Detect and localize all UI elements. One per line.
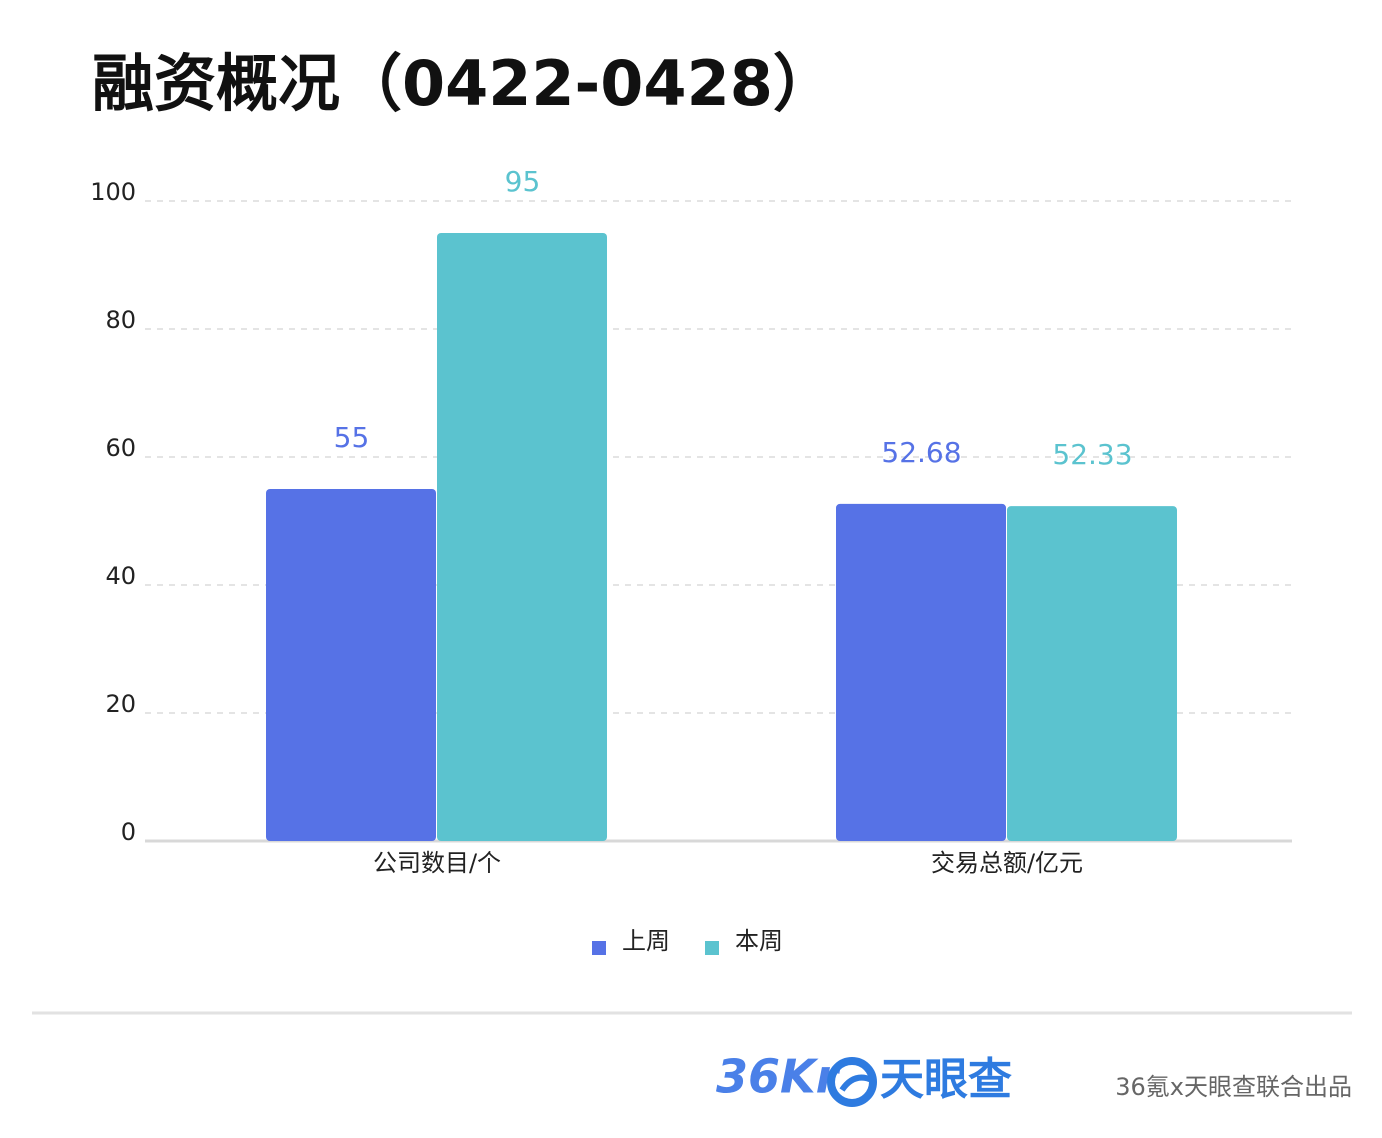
y-tick-label: 40 bbox=[105, 562, 136, 590]
value-label: 95 bbox=[505, 165, 541, 198]
y-tick-label: 0 bbox=[121, 818, 136, 846]
value-label: 52.68 bbox=[881, 436, 961, 469]
y-tick-label: 100 bbox=[90, 178, 136, 206]
legend-swatch bbox=[705, 941, 719, 955]
y-tick-label: 80 bbox=[105, 306, 136, 334]
bar bbox=[266, 489, 436, 841]
logo-tianyancha: 天眼查 bbox=[880, 1054, 1012, 1105]
legend-label: 上周 bbox=[622, 927, 670, 955]
chart-title: 融资概况（0422-0428） bbox=[92, 47, 835, 120]
footer-credit: 36氪x天眼查联合出品 bbox=[1115, 1073, 1352, 1101]
bar bbox=[437, 233, 607, 841]
bar bbox=[836, 503, 1006, 841]
logo-icon bbox=[827, 1057, 877, 1107]
y-tick-label: 20 bbox=[105, 690, 136, 718]
legend-label: 本周 bbox=[735, 927, 783, 955]
x-tick-label: 公司数目/个 bbox=[373, 849, 501, 877]
bar bbox=[1007, 506, 1177, 841]
value-label: 55 bbox=[334, 421, 370, 454]
y-tick-label: 60 bbox=[105, 434, 136, 462]
legend-swatch bbox=[592, 941, 606, 955]
value-label: 52.33 bbox=[1052, 438, 1132, 471]
logo-36kr: 36Kr bbox=[716, 1050, 842, 1104]
x-tick-label: 交易总额/亿元 bbox=[931, 849, 1083, 877]
